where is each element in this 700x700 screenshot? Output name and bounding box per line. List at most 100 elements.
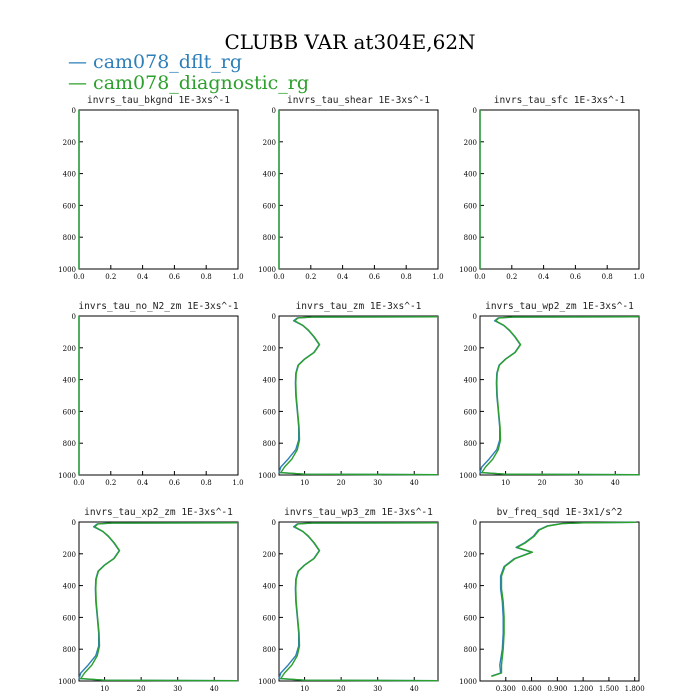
x-tick-label: 0.4 — [538, 273, 550, 281]
subplot-3: invrs_tau_sfc 1E-3xs^-1 0 200 400 600 800 1000… — [459, 95, 644, 281]
x-tick-label: 1.800 — [625, 685, 645, 693]
x-tick-label: 10 — [100, 685, 109, 693]
y-tick-label: 0 — [72, 519, 76, 527]
subplot-title: invrs_tau_wp2_zm 1E-3xs^-1 — [485, 301, 634, 312]
x-tick-label: 0.4 — [337, 273, 349, 281]
x-tick-label: 0.4 — [137, 479, 149, 487]
subplot-title: invrs_tau_wp3_zm 1E-3xs^-1 — [284, 507, 433, 518]
x-tick-label: 0.0 — [73, 273, 84, 281]
y-tick-label: 200 — [63, 139, 76, 147]
y-tick-label: 0 — [72, 313, 76, 321]
subplot-title: invrs_tau_bkgnd 1E-3xs^-1 — [87, 95, 230, 106]
page-title: CLUBB VAR at304E,62N — [224, 30, 476, 54]
series-line-diagnostic — [491, 521, 637, 677]
x-tick-label: 0.600 — [522, 685, 542, 693]
plot-frame — [479, 521, 640, 682]
legend-line-diagnostic: — — [68, 72, 94, 94]
y-tick-label: 800 — [464, 234, 477, 242]
x-tick-label: 1.0 — [633, 273, 644, 281]
x-tick-label: 0.0 — [273, 273, 284, 281]
series-line-dflt — [78, 522, 239, 682]
y-tick-label: 800 — [464, 646, 477, 654]
y-tick-label: 400 — [63, 583, 76, 591]
y-tick-label: 0 — [272, 313, 276, 321]
x-tick-label: 0.6 — [570, 273, 582, 281]
y-tick-label: 400 — [263, 377, 276, 385]
legend-entry-diagnostic: — cam078_diagnostic_rg — [68, 72, 309, 94]
y-tick-label: 600 — [63, 202, 76, 210]
x-tick-label: 30 — [173, 685, 182, 693]
series-line-dflt — [479, 316, 640, 476]
x-tick-label: 0.6 — [169, 479, 181, 487]
series-line-dflt — [490, 521, 637, 677]
x-tick-label: 30 — [373, 685, 382, 693]
x-tick-label: 0.900 — [547, 685, 567, 693]
x-tick-label: 1.200 — [573, 685, 593, 693]
x-tick-label: 0.300 — [496, 685, 516, 693]
subplot-2: invrs_tau_shear 1E-3xs^-1 0 200 400 600 800 10… — [258, 95, 443, 281]
plot-frame — [278, 109, 439, 270]
plot-frame — [78, 315, 239, 476]
y-tick-label: 200 — [263, 551, 276, 559]
y-tick-label: 400 — [63, 377, 76, 385]
subplot-4: invrs_tau_no_N2_zm 1E-3xs^-10 200 400 600 80… — [58, 301, 243, 487]
y-tick-label: 200 — [63, 551, 76, 559]
y-tick-label: 400 — [464, 377, 477, 385]
plot-frame — [78, 521, 239, 682]
x-tick-label: 0.6 — [169, 273, 181, 281]
series-line-diagnostic — [80, 522, 239, 682]
x-tick-label: 40 — [410, 479, 419, 487]
y-tick-label: 1000 — [58, 472, 76, 480]
x-tick-label: 1.0 — [232, 479, 243, 487]
y-tick-label: 0 — [272, 107, 276, 115]
x-tick-label: 10 — [300, 685, 309, 693]
x-tick-label: 40 — [210, 685, 219, 693]
x-tick-label: 20 — [137, 685, 146, 693]
x-tick-label: 0.4 — [137, 273, 149, 281]
legend-label-diagnostic: cam078_diagnostic_rg — [93, 72, 310, 94]
x-tick-label: 0.8 — [602, 273, 613, 281]
x-tick-label: 30 — [373, 479, 382, 487]
series-line-dflt — [278, 316, 439, 476]
subplot-1: invrs_tau_bkgnd 1E-3xs^-1 0 200 400 600 800 10… — [58, 95, 243, 281]
x-tick-label: 0.0 — [474, 273, 485, 281]
y-tick-label: 600 — [464, 202, 477, 210]
y-tick-label: 800 — [63, 234, 76, 242]
subplot-9: bv_freq_sqd 1E-3x1/s^2 0 200 400 600 800 1000 0… — [459, 507, 645, 693]
x-tick-label: 0.8 — [201, 479, 212, 487]
subplot-title: invrs_tau_no_N2_zm 1E-3xs^-1 — [78, 301, 238, 312]
subplot-title: invrs_tau_shear 1E-3xs^-1 — [287, 95, 430, 106]
x-tick-label: 40 — [410, 685, 419, 693]
y-tick-label: 800 — [263, 440, 276, 448]
y-tick-label: 600 — [63, 408, 76, 416]
x-tick-label: 0.8 — [201, 273, 212, 281]
legend-line-dflt: — — [68, 51, 94, 73]
y-tick-label: 800 — [464, 440, 477, 448]
subplot-title: bv_freq_sqd 1E-3x1/s^2 — [497, 507, 623, 518]
y-tick-label: 800 — [63, 440, 76, 448]
subplot-6: invrs_tau_wp2_zm 1E-3xs^-1 0 200 400 600 800 1… — [459, 301, 640, 487]
y-tick-label: 1000 — [258, 266, 276, 274]
y-tick-label: 1000 — [258, 472, 276, 480]
y-tick-label: 800 — [263, 234, 276, 242]
y-tick-label: 200 — [263, 345, 276, 353]
plot-frame — [479, 315, 640, 476]
x-tick-label: 40 — [611, 479, 620, 487]
x-tick-label: 20 — [337, 685, 346, 693]
y-tick-label: 400 — [63, 171, 76, 179]
x-tick-label: 0.2 — [105, 273, 116, 281]
y-tick-label: 600 — [63, 614, 76, 622]
x-tick-label: 0.8 — [401, 273, 412, 281]
y-tick-label: 200 — [63, 345, 76, 353]
subplot-8: invrs_tau_wp3_zm 1E-3xs^-1 0 200 400 600 800 1… — [258, 507, 439, 693]
x-tick-label: 20 — [538, 479, 547, 487]
x-tick-label: 0.0 — [73, 479, 84, 487]
y-tick-label: 400 — [263, 583, 276, 591]
x-tick-label: 0.2 — [305, 273, 316, 281]
subplot-title: invrs_tau_xp2_zm 1E-3xs^-1 — [84, 507, 233, 518]
y-tick-label: 800 — [263, 646, 276, 654]
x-tick-label: 1.500 — [599, 685, 619, 693]
x-tick-label: 20 — [337, 479, 346, 487]
legend-label-dflt: cam078_dflt_rg — [93, 51, 243, 73]
